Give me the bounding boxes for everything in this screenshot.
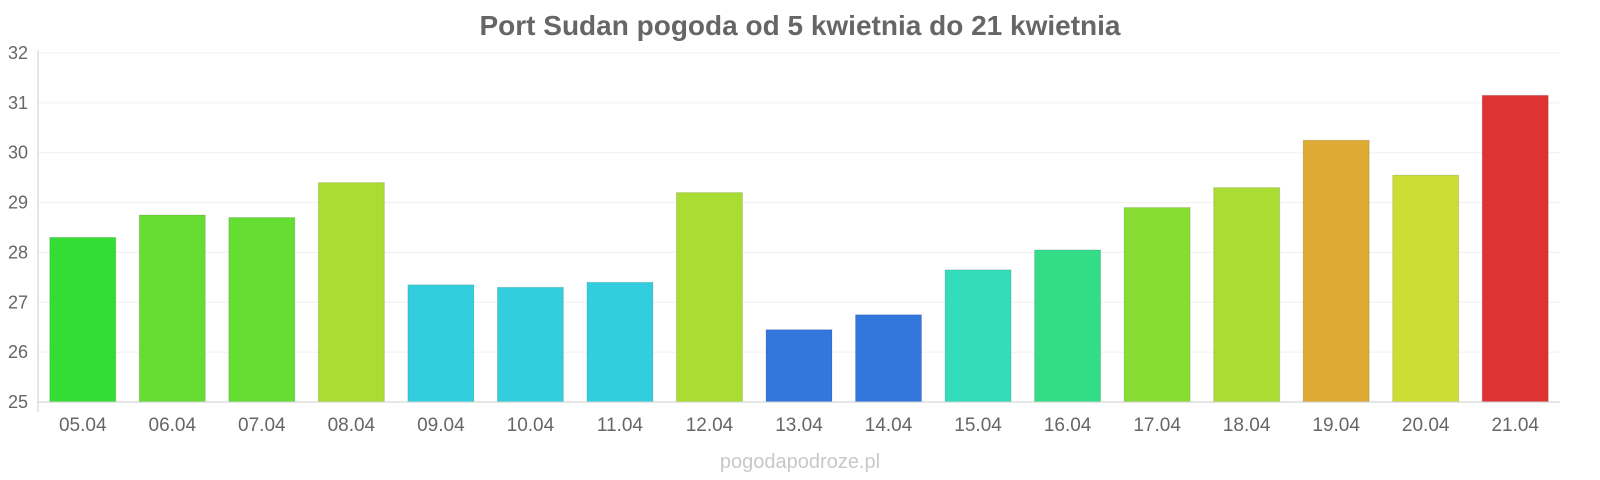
x-tick-label: 09.04: [417, 415, 465, 436]
bar-13.04: [765, 329, 833, 403]
bar-21.04: [1481, 94, 1549, 403]
y-tick-labels: 25 26 27 28 29 30 31 32: [8, 43, 28, 412]
y-tick-label: 27: [8, 292, 28, 312]
watermark: pogodapodroze.pl: [719, 451, 881, 473]
x-tick-labels: 05.04 06.04 07.04 08.04 09.04 10.04 11.04 12.04…: [59, 415, 1539, 436]
x-tick-label: 20.04: [1402, 415, 1450, 436]
x-tick-label: 11.04: [597, 415, 644, 436]
bar-15.04: [944, 269, 1012, 403]
x-tick-label: 21.04: [1491, 415, 1539, 436]
bar-17.04: [1123, 207, 1191, 403]
bar-05.04: [49, 236, 117, 403]
y-tick-label: 30: [8, 143, 28, 163]
x-tick-label: 19.04: [1312, 415, 1360, 436]
bar-07.04: [228, 217, 296, 403]
x-tick-label: 17.04: [1133, 415, 1181, 436]
y-tick-label: 28: [8, 242, 28, 262]
y-tick-label: 31: [8, 93, 28, 113]
bar-14.04: [855, 314, 923, 403]
bar-08.04: [317, 182, 385, 403]
y-tick-label: 29: [8, 193, 28, 213]
x-tick-label: 13.04: [775, 415, 823, 436]
bar-20.04: [1392, 174, 1460, 403]
x-tick-label: 15.04: [954, 415, 1002, 436]
x-tick-label: 05.04: [59, 415, 107, 436]
y-tick-label: 26: [8, 342, 28, 362]
bar-10.04: [496, 286, 564, 403]
y-tick-label: 25: [8, 392, 28, 412]
bar-09.04: [407, 284, 475, 403]
bar-19.04: [1302, 139, 1370, 403]
x-tick-label: 06.04: [149, 415, 197, 436]
bar-11.04: [586, 281, 654, 403]
x-tick-label: 07.04: [238, 415, 286, 436]
x-tick-label: 10.04: [507, 415, 555, 436]
chart-title: Port Sudan pogoda od 5 kwietnia do 21 kw…: [479, 10, 1121, 41]
x-tick-label: 16.04: [1044, 415, 1092, 436]
x-tick-label: 18.04: [1223, 415, 1271, 436]
bar-18.04: [1213, 187, 1281, 403]
axes: [37, 50, 1560, 412]
bar-06.04: [138, 214, 206, 403]
bar-16.04: [1034, 249, 1102, 403]
bar-12.04: [675, 192, 743, 403]
x-tick-label: 12.04: [686, 415, 734, 436]
x-tick-label: 14.04: [865, 415, 913, 436]
y-tick-label: 32: [8, 43, 28, 63]
x-tick-label: 08.04: [328, 415, 376, 436]
bars: [49, 94, 1549, 403]
